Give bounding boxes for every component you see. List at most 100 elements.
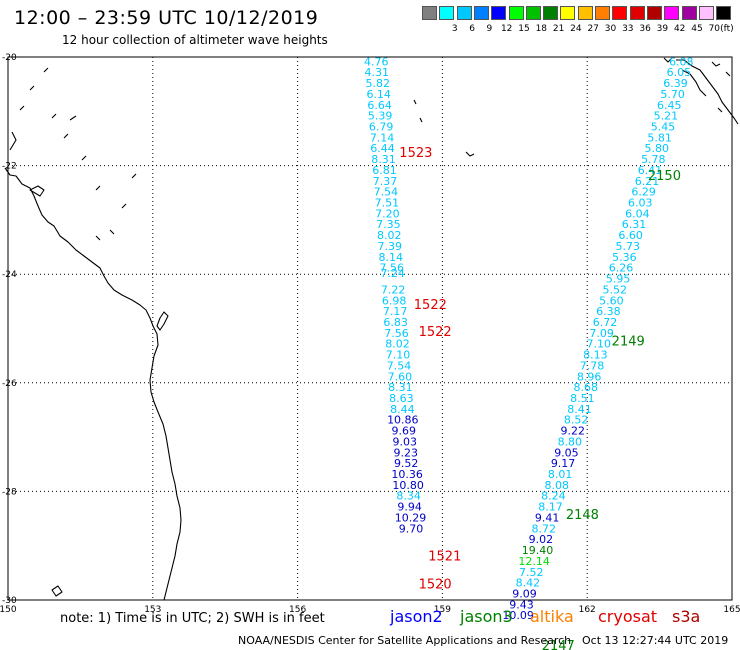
wave-height-value: 7.14 <box>370 131 395 144</box>
legend-label: 18 <box>535 24 548 34</box>
legend-unit: (ft) <box>720 24 734 34</box>
wave-height-value: 9.09 <box>512 587 537 600</box>
wave-height-value: 7.24 <box>380 267 405 280</box>
wave-height-value: 7.20 <box>375 207 400 220</box>
wave-height-value: 6.21 <box>635 175 660 188</box>
wave-height-value: 5.60 <box>599 294 624 307</box>
wave-height-value: 5.45 <box>651 121 676 134</box>
wave-height-value: 9.03 <box>393 435 418 448</box>
wave-height-value: 9.94 <box>397 501 422 514</box>
pass-time-label: 2148 <box>566 508 599 523</box>
legend-swatch <box>629 6 645 20</box>
x-tick-label: 162 <box>579 605 596 615</box>
x-tick-label: 150 <box>0 605 17 615</box>
wave-height-value: 5.78 <box>641 153 666 166</box>
legend-label: 36 <box>639 24 651 34</box>
wave-height-value: 7.54 <box>387 359 412 372</box>
legend-swatch <box>439 6 455 20</box>
y-tick-label: -22 <box>2 162 17 172</box>
x-tick-label: 156 <box>289 605 306 615</box>
legend-label: 39 <box>656 24 669 34</box>
legend-label: 15 <box>518 24 530 34</box>
satellite-name-cryosat: cryosat <box>598 607 658 626</box>
wave-height-value: 6.44 <box>370 142 395 155</box>
wave-height-value: 6.60 <box>618 229 643 242</box>
legend-swatch <box>646 6 662 20</box>
pass-time-label: 2150 <box>648 169 681 184</box>
legend-label: 27 <box>587 24 599 34</box>
legend-swatch <box>543 6 559 20</box>
wave-height-value: 7.60 <box>388 370 413 383</box>
wave-height-value: 6.39 <box>663 77 688 90</box>
wave-height-value: 8.24 <box>541 490 566 503</box>
legend-label: 30 <box>604 24 617 34</box>
wave-height-value: 7.35 <box>376 218 401 231</box>
legend-swatch <box>681 6 697 20</box>
wave-height-value: 6.04 <box>625 207 650 220</box>
legend-label: 12 <box>500 24 513 34</box>
wave-height-value: 8.08 <box>545 479 570 492</box>
wave-height-value: 8.02 <box>377 229 402 242</box>
legend-swatch <box>491 6 507 20</box>
wave-height-value: 5.81 <box>647 131 672 144</box>
coastline <box>4 57 739 601</box>
wave-height-value: 8.41 <box>567 403 592 416</box>
wave-height-value: 8.80 <box>558 435 583 448</box>
wave-height-value: 5.82 <box>365 77 390 90</box>
y-tick-label: -28 <box>2 487 17 497</box>
wave-height-value: 7.39 <box>378 240 403 253</box>
satellite-name-jason3: jason3 <box>460 607 513 626</box>
wave-height-value: 5.73 <box>615 240 640 253</box>
legend-swatch <box>612 6 628 20</box>
wave-height-value: 6.14 <box>366 88 391 101</box>
wave-height-value: 6.03 <box>628 197 653 210</box>
legend-swatch <box>560 6 576 20</box>
wave-height-value: 7.56 <box>384 327 409 340</box>
wave-height-value: 9.02 <box>529 533 554 546</box>
y-tick-label: -20 <box>2 53 17 63</box>
wave-height-value: 9.41 <box>535 511 560 524</box>
legend-swatch <box>698 6 714 20</box>
pass-time-label: 2149 <box>612 334 645 349</box>
wave-height-value: 6.41 <box>638 164 663 177</box>
chart-subtitle: 12 hour collection of altimeter wave hei… <box>62 33 328 47</box>
wave-height-value: 6.29 <box>631 186 656 199</box>
wave-height-value: 5.80 <box>644 142 669 155</box>
legend-swatch <box>456 6 472 20</box>
wave-height-value: 6.38 <box>596 305 621 318</box>
wave-height-value: 7.17 <box>383 305 408 318</box>
wave-height-value: 8.17 <box>538 501 563 514</box>
satellite-name-altika: altika <box>530 607 574 626</box>
wave-height-value: 10.36 <box>391 468 423 481</box>
generated-timestamp: Oct 13 12:27:44 UTC 2019 <box>582 634 729 647</box>
wave-height-value: 8.13 <box>583 349 608 362</box>
wave-height-value: 8.68 <box>574 381 599 394</box>
wave-height-value: 10.86 <box>387 414 419 427</box>
wave-height-value: 7.54 <box>374 186 399 199</box>
pass-time-label: 1522 <box>414 298 447 313</box>
wave-height-value: 5.70 <box>660 88 685 101</box>
wave-height-value: 8.34 <box>396 490 421 503</box>
wave-height-value: 5.21 <box>654 110 679 123</box>
wave-height-value: 4.31 <box>365 66 390 79</box>
legend-swatch <box>664 6 680 20</box>
pass-time-label: 1523 <box>399 146 432 161</box>
wave-height-value: 6.98 <box>382 294 407 307</box>
wave-height-value: 6.83 <box>383 316 408 329</box>
wave-height-value: 7.10 <box>587 338 612 351</box>
wave-height-value: 6.45 <box>657 99 682 112</box>
wave-height-value: 7.56 <box>379 262 404 275</box>
satellite-name-s3a: s3a <box>672 607 701 626</box>
wave-height-value: 8.31 <box>388 381 413 394</box>
wave-height-value: 8.96 <box>577 370 602 383</box>
wave-height-value: 19.40 <box>522 544 554 557</box>
wave-height-value: 5.36 <box>612 251 637 264</box>
wave-height-value: 7.09 <box>589 327 614 340</box>
wave-height-value: 9.05 <box>554 446 579 459</box>
wave-height-value: 9.23 <box>393 446 418 459</box>
wave-height-value: 8.44 <box>390 403 415 416</box>
wave-height-value: 6.81 <box>372 164 397 177</box>
wave-height-value: 8.52 <box>564 414 589 427</box>
legend-swatch <box>422 6 437 20</box>
